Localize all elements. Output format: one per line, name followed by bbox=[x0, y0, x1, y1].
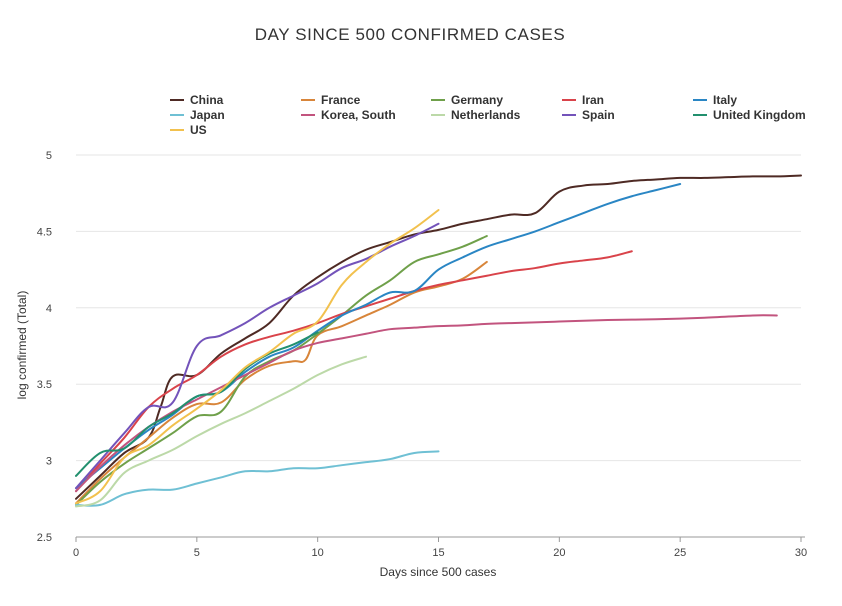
legend-label-japan: Japan bbox=[190, 108, 225, 122]
y-axis-ticks: 2.5 3 3.5 4 4.5 5 bbox=[37, 150, 52, 544]
x-tick-label: 30 bbox=[795, 547, 807, 559]
y-tick-label: 2.5 bbox=[37, 532, 52, 544]
series-line-korea-south bbox=[75, 314, 778, 493]
legend-label-spain: Spain bbox=[582, 108, 615, 122]
x-axis-label: Days since 500 cases bbox=[380, 565, 497, 579]
series-line-netherlands bbox=[75, 355, 367, 508]
legend-label-us: US bbox=[190, 123, 207, 137]
legend-label-iran: Iran bbox=[582, 93, 604, 107]
series-line-japan bbox=[75, 450, 440, 507]
series-line-france bbox=[75, 260, 488, 505]
legend-label-netherlands: Netherlands bbox=[451, 108, 521, 122]
legend-label-korea-south: Korea, South bbox=[321, 108, 396, 122]
grid-lines bbox=[76, 154, 801, 462]
y-tick-label: 5 bbox=[46, 150, 52, 162]
series-line-united-kingdom bbox=[75, 331, 319, 477]
series-line-china bbox=[75, 174, 802, 500]
x-tick-label: 0 bbox=[73, 547, 79, 559]
legend-label-italy: Italy bbox=[713, 93, 737, 107]
chart-title: DAY SINCE 500 CONFIRMED CASES bbox=[255, 25, 566, 44]
legend-label-france: France bbox=[321, 93, 361, 107]
legend-label-germany: Germany bbox=[451, 93, 503, 107]
x-axis-ticks: 0 5 10 15 20 25 30 bbox=[73, 537, 807, 559]
x-tick-label: 25 bbox=[674, 547, 686, 559]
legend-label-united-kingdom: United Kingdom bbox=[713, 108, 806, 122]
y-axis-label: log confirmed (Total) bbox=[15, 291, 29, 400]
legend-label-china: China bbox=[190, 93, 224, 107]
y-tick-label: 4 bbox=[46, 303, 52, 315]
x-tick-label: 20 bbox=[553, 547, 565, 559]
x-tick-label: 15 bbox=[432, 547, 444, 559]
x-tick-label: 5 bbox=[194, 547, 200, 559]
series-line-us bbox=[75, 209, 440, 505]
x-tick-label: 10 bbox=[312, 547, 324, 559]
y-tick-label: 3 bbox=[46, 456, 52, 468]
series-line-italy bbox=[75, 183, 682, 490]
y-tick-label: 3.5 bbox=[37, 379, 52, 391]
legend: China France Germany Iran Italy Japan Korea, S… bbox=[170, 93, 806, 137]
y-tick-label: 4.5 bbox=[37, 226, 52, 238]
series-lines bbox=[75, 174, 802, 508]
